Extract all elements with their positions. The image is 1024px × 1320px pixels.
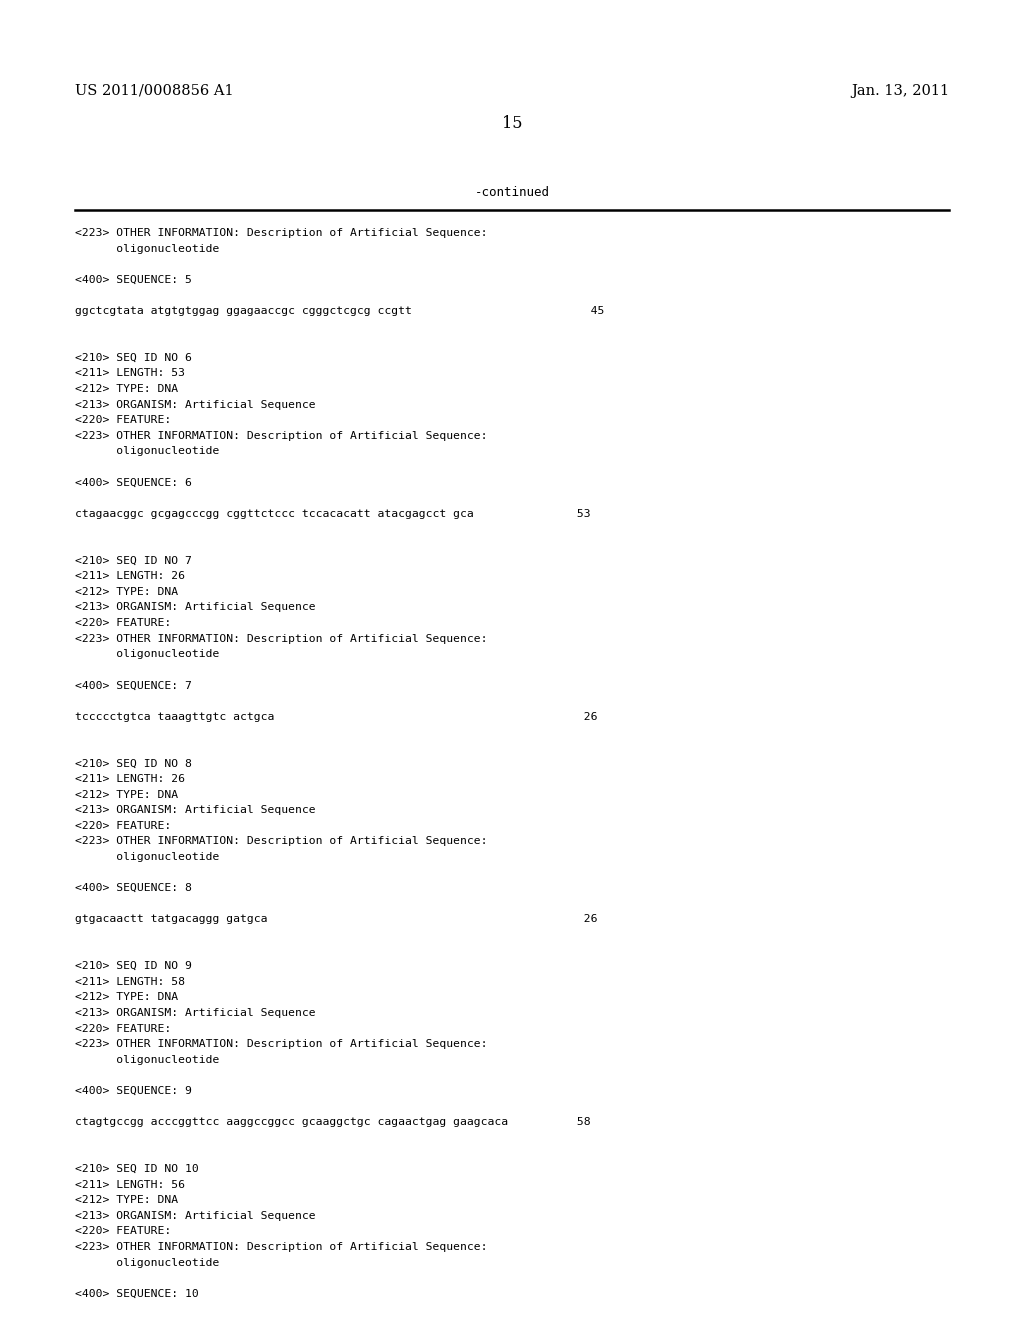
Text: oligonucleotide: oligonucleotide [75, 1055, 219, 1065]
Text: <211> LENGTH: 26: <211> LENGTH: 26 [75, 572, 185, 581]
Text: <220> FEATURE:: <220> FEATURE: [75, 1023, 171, 1034]
Text: <223> OTHER INFORMATION: Description of Artificial Sequence:: <223> OTHER INFORMATION: Description of … [75, 1242, 487, 1251]
Text: <223> OTHER INFORMATION: Description of Artificial Sequence:: <223> OTHER INFORMATION: Description of … [75, 634, 487, 644]
Text: <213> ORGANISM: Artificial Sequence: <213> ORGANISM: Artificial Sequence [75, 805, 315, 816]
Text: <220> FEATURE:: <220> FEATURE: [75, 821, 171, 830]
Text: oligonucleotide: oligonucleotide [75, 1258, 219, 1267]
Text: <400> SEQUENCE: 5: <400> SEQUENCE: 5 [75, 275, 191, 285]
Text: gtgacaactt tatgacaggg gatgca                                              26: gtgacaactt tatgacaggg gatgca 26 [75, 915, 597, 924]
Text: <213> ORGANISM: Artificial Sequence: <213> ORGANISM: Artificial Sequence [75, 602, 315, 612]
Text: <212> TYPE: DNA: <212> TYPE: DNA [75, 384, 178, 393]
Text: oligonucleotide: oligonucleotide [75, 244, 219, 253]
Text: ctagaacggc gcgagcccgg cggttctccc tccacacatt atacgagcct gca               53: ctagaacggc gcgagcccgg cggttctccc tccacac… [75, 508, 591, 519]
Text: <220> FEATURE:: <220> FEATURE: [75, 416, 171, 425]
Text: <211> LENGTH: 26: <211> LENGTH: 26 [75, 774, 185, 784]
Text: <213> ORGANISM: Artificial Sequence: <213> ORGANISM: Artificial Sequence [75, 400, 315, 409]
Text: <210> SEQ ID NO 6: <210> SEQ ID NO 6 [75, 352, 191, 363]
Text: <210> SEQ ID NO 8: <210> SEQ ID NO 8 [75, 759, 191, 768]
Text: <400> SEQUENCE: 10: <400> SEQUENCE: 10 [75, 1288, 199, 1299]
Text: <212> TYPE: DNA: <212> TYPE: DNA [75, 993, 178, 1002]
Text: <210> SEQ ID NO 9: <210> SEQ ID NO 9 [75, 961, 191, 972]
Text: <211> LENGTH: 53: <211> LENGTH: 53 [75, 368, 185, 379]
Text: <400> SEQUENCE: 7: <400> SEQUENCE: 7 [75, 680, 191, 690]
Text: <400> SEQUENCE: 6: <400> SEQUENCE: 6 [75, 478, 191, 487]
Text: <213> ORGANISM: Artificial Sequence: <213> ORGANISM: Artificial Sequence [75, 1210, 315, 1221]
Text: oligonucleotide: oligonucleotide [75, 446, 219, 457]
Text: 15: 15 [502, 115, 522, 132]
Text: <212> TYPE: DNA: <212> TYPE: DNA [75, 1195, 178, 1205]
Text: oligonucleotide: oligonucleotide [75, 649, 219, 659]
Text: <223> OTHER INFORMATION: Description of Artificial Sequence:: <223> OTHER INFORMATION: Description of … [75, 1039, 487, 1049]
Text: <213> ORGANISM: Artificial Sequence: <213> ORGANISM: Artificial Sequence [75, 1008, 315, 1018]
Text: ggctcgtata atgtgtggag ggagaaccgc cgggctcgcg ccgtt                          45: ggctcgtata atgtgtggag ggagaaccgc cgggctc… [75, 306, 604, 315]
Text: <212> TYPE: DNA: <212> TYPE: DNA [75, 587, 178, 597]
Text: <223> OTHER INFORMATION: Description of Artificial Sequence:: <223> OTHER INFORMATION: Description of … [75, 228, 487, 238]
Text: ctagtgccgg acccggttcc aaggccggcc gcaaggctgc cagaactgag gaagcaca          58: ctagtgccgg acccggttcc aaggccggcc gcaaggc… [75, 1117, 591, 1127]
Text: tccccctgtca taaagttgtc actgca                                             26: tccccctgtca taaagttgtc actgca 26 [75, 711, 597, 722]
Text: <220> FEATURE:: <220> FEATURE: [75, 618, 171, 628]
Text: -continued: -continued [474, 186, 550, 199]
Text: <212> TYPE: DNA: <212> TYPE: DNA [75, 789, 178, 800]
Text: oligonucleotide: oligonucleotide [75, 851, 219, 862]
Text: <211> LENGTH: 58: <211> LENGTH: 58 [75, 977, 185, 987]
Text: US 2011/0008856 A1: US 2011/0008856 A1 [75, 84, 233, 98]
Text: <210> SEQ ID NO 10: <210> SEQ ID NO 10 [75, 1164, 199, 1173]
Text: <211> LENGTH: 56: <211> LENGTH: 56 [75, 1180, 185, 1189]
Text: <223> OTHER INFORMATION: Description of Artificial Sequence:: <223> OTHER INFORMATION: Description of … [75, 430, 487, 441]
Text: <400> SEQUENCE: 9: <400> SEQUENCE: 9 [75, 1086, 191, 1096]
Text: Jan. 13, 2011: Jan. 13, 2011 [851, 84, 949, 98]
Text: <220> FEATURE:: <220> FEATURE: [75, 1226, 171, 1237]
Text: <210> SEQ ID NO 7: <210> SEQ ID NO 7 [75, 556, 191, 565]
Text: <223> OTHER INFORMATION: Description of Artificial Sequence:: <223> OTHER INFORMATION: Description of … [75, 837, 487, 846]
Text: <400> SEQUENCE: 8: <400> SEQUENCE: 8 [75, 883, 191, 894]
